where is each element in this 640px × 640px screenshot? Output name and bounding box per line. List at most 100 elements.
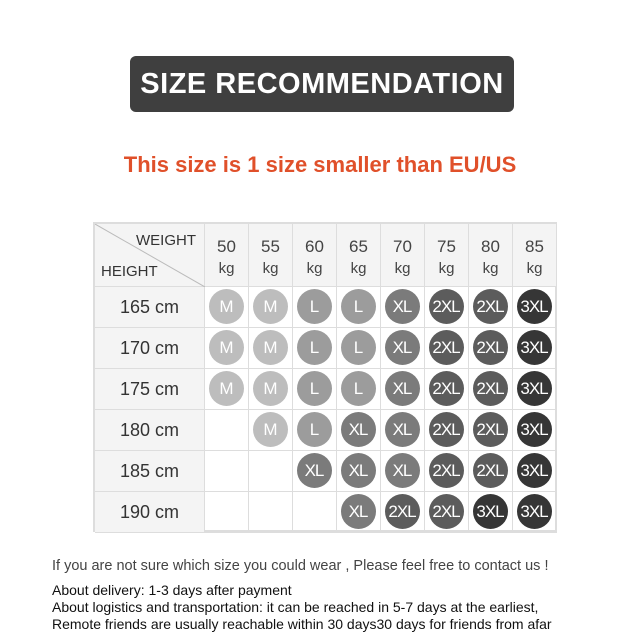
size-cell — [249, 492, 293, 533]
delivery-note: About delivery: 1-3 days after payment — [52, 582, 292, 598]
height-value: 190 cm — [119, 501, 180, 522]
size-cell: 3XL — [469, 492, 513, 533]
weight-label: WEIGHT — [136, 232, 196, 249]
size-badge: 2XL — [472, 371, 508, 406]
height-header: 190 cm — [95, 492, 205, 533]
height-value: 170 cm — [119, 337, 180, 358]
size-cell: 2XL — [425, 492, 469, 533]
size-cell: XL — [337, 410, 381, 451]
weight-value: 60 — [305, 237, 324, 256]
weight-header: 55 kg — [249, 224, 293, 287]
header-corner: WEIGHT HEIGHT — [95, 224, 205, 287]
size-cell: 3XL — [513, 328, 557, 369]
weight-unit: kg — [526, 260, 543, 277]
weight-header: 85 kg — [513, 224, 557, 287]
size-cell — [205, 492, 249, 533]
weight-header: 75 kg — [425, 224, 469, 287]
size-cell: XL — [293, 451, 337, 492]
size-badge: XL — [384, 330, 420, 365]
size-badge: 3XL — [516, 330, 552, 365]
page-title: SIZE RECOMMENDATION — [140, 67, 504, 100]
size-cell: M — [205, 328, 249, 369]
weight-value: 70 — [393, 237, 412, 256]
size-badge: L — [340, 371, 376, 406]
weight-unit: kg — [306, 260, 323, 277]
size-cell: M — [249, 369, 293, 410]
size-badge: M — [252, 371, 288, 406]
size-cell: M — [249, 287, 293, 328]
size-badge: 2XL — [428, 494, 464, 529]
remote-note: Remote friends are usually reachable wit… — [52, 616, 552, 632]
title-banner: SIZE RECOMMENDATION — [130, 56, 514, 112]
size-badge: M — [208, 371, 244, 406]
size-cell: XL — [381, 451, 425, 492]
size-badge: L — [296, 289, 332, 324]
size-badge: L — [340, 330, 376, 365]
height-value: 180 cm — [119, 419, 180, 440]
weight-unit: kg — [394, 260, 411, 277]
weight-unit: kg — [350, 260, 367, 277]
size-cell: XL — [337, 492, 381, 533]
size-cell: XL — [381, 287, 425, 328]
size-cell: 3XL — [513, 369, 557, 410]
size-cell: XL — [381, 328, 425, 369]
size-cell: 2XL — [469, 451, 513, 492]
size-cell: M — [249, 328, 293, 369]
height-header: 165 cm — [95, 287, 205, 328]
size-cell: XL — [381, 369, 425, 410]
logistics-note: About logistics and transportation: it c… — [52, 599, 539, 615]
size-cell: 2XL — [469, 328, 513, 369]
size-badge: 2XL — [428, 330, 464, 365]
size-badge: XL — [296, 453, 332, 488]
size-badge: XL — [384, 289, 420, 324]
size-cell: 3XL — [513, 410, 557, 451]
size-badge: XL — [340, 412, 376, 447]
size-badge: XL — [384, 412, 420, 447]
size-badge: XL — [384, 371, 420, 406]
size-badge: 2XL — [472, 453, 508, 488]
size-badge: 2XL — [472, 289, 508, 324]
height-value: 175 cm — [119, 378, 180, 399]
weight-value: 75 — [437, 237, 456, 256]
size-badge: 2XL — [472, 330, 508, 365]
weight-header: 65 kg — [337, 224, 381, 287]
size-badge: 2XL — [428, 453, 464, 488]
size-cell — [205, 451, 249, 492]
weight-unit: kg — [438, 260, 455, 277]
size-cell: L — [293, 328, 337, 369]
size-cell: L — [337, 328, 381, 369]
size-badge: M — [252, 289, 288, 324]
size-cell: M — [205, 287, 249, 328]
size-badge: M — [208, 289, 244, 324]
size-cell — [293, 492, 337, 533]
size-badge: L — [296, 371, 332, 406]
size-badge: L — [340, 289, 376, 324]
size-cell: 2XL — [425, 410, 469, 451]
size-note: This size is 1 size smaller than EU/US — [123, 152, 517, 177]
size-cell: XL — [337, 451, 381, 492]
height-header: 180 cm — [95, 410, 205, 451]
height-header: 175 cm — [95, 369, 205, 410]
weight-unit: kg — [218, 260, 235, 277]
height-header: 170 cm — [95, 328, 205, 369]
size-badge: 2XL — [472, 412, 508, 447]
weight-value: 85 — [525, 237, 544, 256]
size-badge: M — [252, 412, 288, 447]
size-cell — [205, 410, 249, 451]
size-badge: L — [296, 330, 332, 365]
diagonal-divider — [95, 224, 205, 287]
height-value: 185 cm — [119, 460, 180, 481]
size-badge: 2XL — [428, 289, 464, 324]
height-header: 185 cm — [95, 451, 205, 492]
weight-unit: kg — [262, 260, 279, 277]
size-badge: M — [208, 330, 244, 365]
weight-header: 50 kg — [205, 224, 249, 287]
size-cell: M — [205, 369, 249, 410]
weight-header: 70 kg — [381, 224, 425, 287]
height-label: HEIGHT — [101, 263, 158, 280]
size-badge: XL — [340, 494, 376, 529]
weight-header: 80 kg — [469, 224, 513, 287]
size-cell — [249, 451, 293, 492]
size-cell: 2XL — [381, 492, 425, 533]
weight-value: 50 — [217, 237, 236, 256]
